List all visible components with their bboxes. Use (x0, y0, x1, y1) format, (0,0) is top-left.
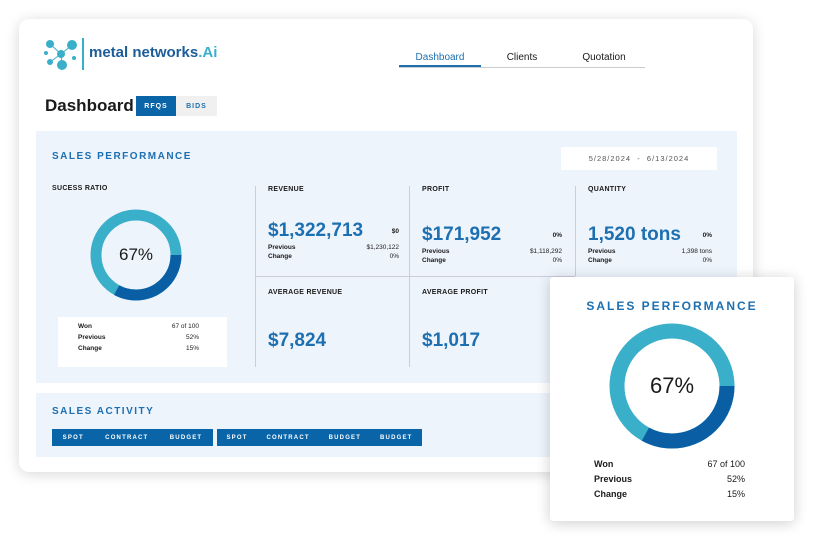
date-range-picker[interactable]: 5/28/2024 - 6/13/2024 (561, 147, 717, 170)
won-value: 67 of 100 (171, 323, 199, 330)
popup-stats: Won 67 of 100 Previous 52% Change 15% (594, 459, 745, 499)
quantity-metric: QUANTITY 1,520 tons 0% Previous 1,398 tons… (588, 186, 712, 264)
previous-label: Previous (422, 248, 450, 255)
success-donut (90, 209, 182, 301)
previous-value: $1,230,122 (366, 244, 399, 251)
change-label: Change (268, 253, 292, 260)
change-value: 15% (726, 489, 745, 499)
nav-clients[interactable]: Clients (506, 52, 538, 63)
profit-metric: PROFIT $171,952 0% Previous $1,118,292 Cha… (422, 186, 562, 264)
popup-title: SALES PERFORMANCE (586, 299, 758, 313)
profit-delta: 0% (552, 231, 562, 239)
previous-label: Previous (588, 248, 616, 255)
previous-value: 1,398 tons (681, 248, 712, 255)
previous-value: 52% (726, 474, 745, 484)
change-value: 0% (552, 257, 562, 264)
quantity-delta: 0% (702, 231, 712, 239)
tab-contract[interactable]: CONTRACT (266, 434, 310, 441)
logo-network-icon (44, 40, 77, 70)
average-revenue-value: $7,824 (268, 330, 327, 351)
donut-remaining-arc (90, 209, 182, 301)
change-value: 0% (702, 257, 712, 264)
logo-divider (82, 38, 84, 70)
average-revenue-label: AVERAGE REVENUE (268, 289, 343, 296)
previous-label: Previous (78, 334, 106, 341)
change-value: 0% (389, 253, 399, 260)
divider (255, 276, 575, 277)
donut-remaining-arc (609, 323, 735, 449)
tab-spot[interactable]: SPOT (62, 434, 84, 441)
success-ratio-label: SUCESS RATIO (52, 185, 108, 192)
quantity-label: QUANTITY (588, 186, 627, 193)
revenue-delta: $0 (391, 227, 399, 235)
previous-label: Previous (268, 244, 296, 251)
revenue-label: REVENUE (268, 186, 304, 193)
success-percent: 67% (118, 245, 154, 264)
top-nav: Dashboard Clients Quotation (399, 50, 645, 68)
tab-contract[interactable]: CONTRACT (105, 434, 149, 441)
divider (575, 186, 576, 276)
profit-label: PROFIT (422, 186, 450, 193)
tab-budget[interactable]: BUDGET (380, 434, 413, 441)
quantity-value: 1,520 tons (588, 224, 681, 245)
tab-spot[interactable]: SPOT (226, 434, 248, 441)
popup-donut (609, 323, 735, 449)
brand-logo: metal networks.Ai (89, 44, 217, 61)
brand-suffix: .Ai (198, 44, 218, 61)
average-profit-label: AVERAGE PROFIT (422, 289, 488, 296)
success-stats: Won 67 of 100 Previous 52% Change 15% (58, 317, 227, 367)
page-title: Dashboard (45, 96, 134, 115)
tab-budget[interactable]: BUDGET (328, 434, 362, 441)
previous-value: $1,118,292 (529, 248, 562, 255)
nav-quotation[interactable]: Quotation (582, 52, 626, 63)
activity-tabs-2: SPOT CONTRACT BUDGET BUDGET (217, 429, 422, 446)
change-label: Change (78, 345, 102, 352)
change-label: Change (588, 257, 612, 264)
popup-percent: 67% (649, 373, 695, 398)
revenue-value: $1,322,713 (268, 220, 364, 241)
profit-value: $171,952 (422, 224, 502, 245)
average-revenue-metric: AVERAGE REVENUE $7,824 (268, 289, 342, 352)
tab-budget[interactable]: BUDGET (169, 434, 203, 441)
sales-performance-popup: SALES PERFORMANCE 67% Won 67 of 100 Previ… (550, 277, 794, 521)
change-label: Change (422, 257, 446, 264)
average-profit-metric: AVERAGE PROFIT $1,017 (422, 289, 488, 352)
revenue-metric: REVENUE $1,322,713 $0 Previous $1,230,122 … (268, 186, 399, 260)
change-value: 15% (185, 345, 199, 352)
won-label: Won (594, 459, 614, 469)
won-value: 67 of 100 (707, 459, 745, 469)
sales-performance-title: SALES PERFORMANCE (52, 151, 192, 162)
nav-dashboard[interactable]: Dashboard (399, 50, 481, 67)
won-label: Won (78, 323, 92, 330)
brand-name: metal networks (89, 44, 199, 61)
bids-toggle[interactable]: BIDS (176, 96, 217, 116)
change-label: Change (594, 489, 628, 499)
average-profit-value: $1,017 (422, 330, 481, 351)
sales-activity-title: SALES ACTIVITY (52, 406, 155, 417)
rfqs-toggle[interactable]: RFQS (136, 96, 176, 116)
previous-label: Previous (594, 474, 633, 484)
activity-tabs-1: SPOT CONTRACT BUDGET (52, 429, 213, 446)
previous-value: 52% (185, 334, 199, 341)
